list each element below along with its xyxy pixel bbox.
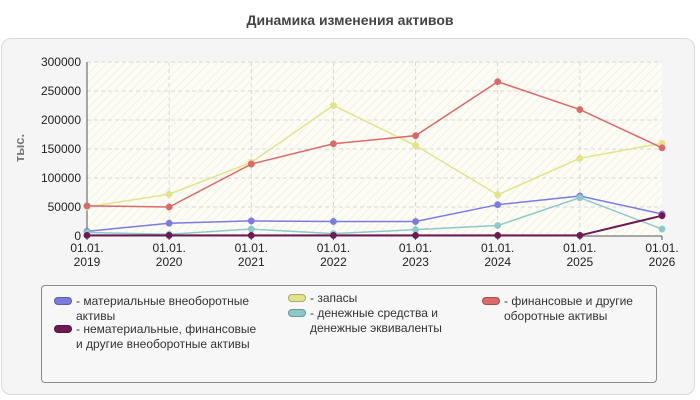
data-point [83, 231, 91, 239]
y-tick-label: 50000 [48, 200, 82, 214]
data-point [412, 226, 420, 234]
y-axis-label: тыс. [12, 134, 27, 162]
legend-swatch [54, 297, 72, 305]
chart-title: Динамика изменения активов [246, 12, 454, 28]
y-tick-label: 200000 [41, 113, 81, 127]
data-point [576, 231, 584, 239]
data-point [576, 106, 584, 114]
data-point [247, 231, 255, 239]
legend-swatch [288, 294, 306, 302]
data-point [412, 218, 420, 225]
legend-label: - запасы [310, 291, 358, 305]
data-point [494, 78, 502, 86]
data-point [329, 140, 337, 148]
data-point [329, 231, 337, 239]
legend-label: - финансовые и другие оборотные активы [504, 294, 633, 323]
series-line [86, 104, 663, 208]
y-tick-label: 0 [74, 229, 81, 243]
y-tick-label: 300000 [41, 55, 81, 69]
legend-swatch [288, 309, 306, 317]
x-tick-label: 01.01. 2024 [481, 241, 514, 269]
grid [87, 61, 662, 236]
data-point [576, 154, 584, 162]
data-point [412, 231, 420, 239]
data-point [165, 219, 173, 227]
legend-swatch [482, 297, 500, 305]
y-tick-label: 250000 [41, 84, 81, 98]
data-point [165, 231, 173, 239]
legend-label: - нематериальные, финансовые и другие вн… [76, 322, 257, 351]
legend-label: - материальные внеоборотные активы [76, 294, 249, 323]
legend-label: - денежные средства и денежные эквивален… [310, 306, 442, 335]
data-point [494, 231, 502, 239]
x-tick-label: 01.01. 2021 [235, 241, 268, 269]
series-layer [83, 78, 666, 239]
x-tick-label: 01.01. 2026 [645, 241, 678, 269]
y-tick-label: 100000 [41, 171, 81, 185]
data-point [329, 102, 337, 109]
data-point [329, 218, 337, 225]
data-point [165, 203, 173, 211]
data-point [658, 212, 666, 220]
series-line [86, 80, 663, 208]
data-point [494, 201, 502, 209]
series-line [86, 196, 663, 236]
data-point [412, 142, 420, 149]
series-line [87, 214, 663, 237]
data-point [494, 222, 502, 230]
data-point [165, 190, 173, 198]
data-point [658, 225, 666, 233]
legend: - материальные внеоборотные активы - запа… [41, 285, 657, 383]
series-line [86, 195, 663, 233]
data-point [247, 160, 255, 168]
data-point [247, 225, 255, 233]
x-tick-label: 01.01. 2023 [399, 241, 432, 269]
y-tick-label: 150000 [41, 142, 81, 156]
axes: 0 50000 100000 150000 200000 250000 300000 01.0… [41, 55, 679, 269]
x-tick-label: 01.01. 2022 [317, 241, 350, 269]
data-point [576, 194, 584, 202]
data-point [83, 202, 91, 210]
legend-swatch [54, 325, 72, 333]
data-point [247, 217, 255, 225]
data-point [658, 144, 666, 152]
data-point [494, 191, 502, 199]
x-tick-label: 01.01. 2020 [152, 241, 185, 269]
x-tick-label: 01.01. 2025 [563, 241, 596, 269]
data-point [412, 132, 420, 140]
x-tick-label: 01.01. 2019 [70, 241, 103, 269]
